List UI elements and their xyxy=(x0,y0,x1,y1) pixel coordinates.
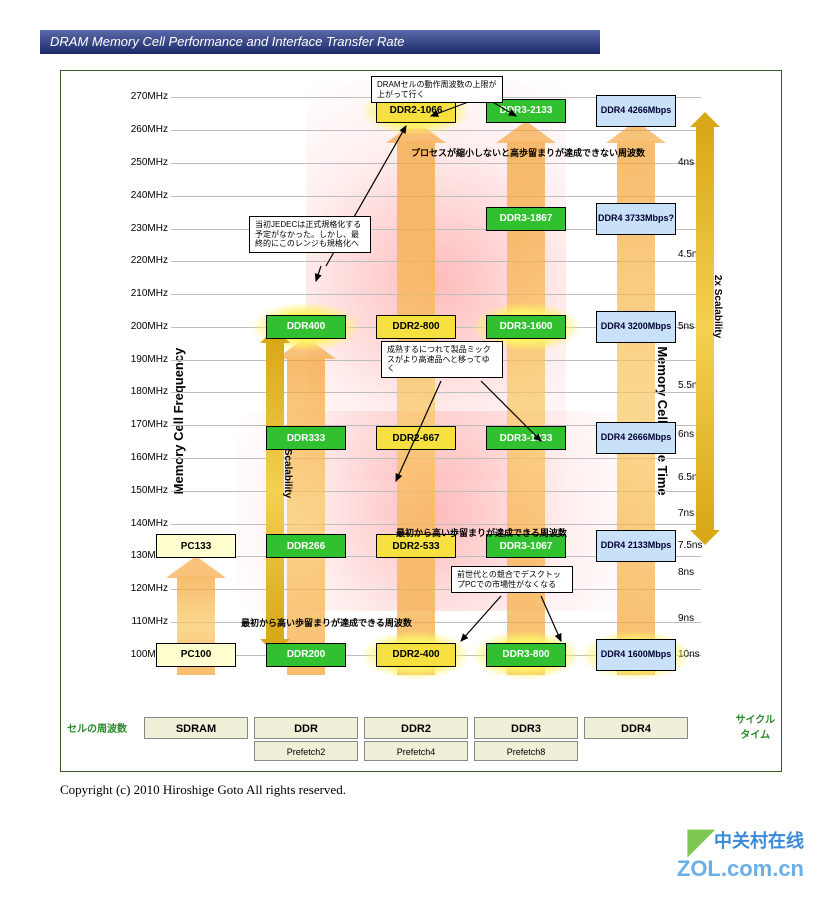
callout: 成熟するにつれて製品ミックスがより高速品へと移ってゆく xyxy=(381,341,503,378)
ytick-left: 110MHz xyxy=(126,616,168,627)
memory-node: DDR200 xyxy=(266,643,346,667)
memory-node: DDR4 3200Mbps xyxy=(596,311,676,343)
memory-node: DDR2-800 xyxy=(376,315,456,339)
ytick-left: 140MHz xyxy=(126,518,168,529)
memory-node: DDR400 xyxy=(266,315,346,339)
page: DRAM Memory Cell Performance and Interfa… xyxy=(0,0,834,900)
annotation: 最初から高い歩留まりが達成できる周波数 xyxy=(241,616,412,629)
memory-node: DDR3-1333 xyxy=(486,426,566,450)
xaxis-band: DDR3 xyxy=(474,717,578,739)
ytick-left: 150MHz xyxy=(126,485,168,496)
ytick-left: 240MHz xyxy=(126,190,168,201)
memory-node: DDR4 2133Mbps xyxy=(596,530,676,562)
ytick-left: 120MHz xyxy=(126,583,168,594)
memory-node: DDR4 2666Mbps xyxy=(596,422,676,454)
prefetch-band: Prefetch2 xyxy=(254,741,358,761)
memory-node: PC100 xyxy=(156,643,236,667)
memory-node: DDR2-667 xyxy=(376,426,456,450)
memory-node: DDR3-800 xyxy=(486,643,566,667)
ytick-left: 250MHz xyxy=(126,157,168,168)
xaxis-band: DDR2 xyxy=(364,717,468,739)
memory-node: DDR2-400 xyxy=(376,643,456,667)
ytick-right: 9ns xyxy=(678,613,716,624)
copyright: Copyright (c) 2010 Hiroshige Goto All ri… xyxy=(60,782,346,798)
memory-node: DDR333 xyxy=(266,426,346,450)
memory-node: DDR4 4266Mbps xyxy=(596,95,676,127)
xaxis-band: DDR xyxy=(254,717,358,739)
memory-node: DDR3-1600 xyxy=(486,315,566,339)
plot-area: 2x Scalability2x ScalabilityPC100PC133DD… xyxy=(171,81,701,721)
memory-node: PC133 xyxy=(156,534,236,558)
column-arrow xyxy=(397,141,435,675)
ytick-left: 270MHz xyxy=(126,91,168,102)
ytick-left: 160MHz xyxy=(126,452,168,463)
ytick-left: 170MHz xyxy=(126,419,168,430)
xaxis-band: SDRAM xyxy=(144,717,248,739)
ytick-left: 230MHz xyxy=(126,223,168,234)
memory-node: DDR4 3733Mbps? xyxy=(596,203,676,235)
ytick-left: 260MHz xyxy=(126,124,168,135)
callout: 当初JEDECは正式規格化する予定がなかった。しかし、最終的にこのレンジも規格化… xyxy=(249,216,371,253)
logo-en: ZOL.com.cn xyxy=(677,856,804,881)
memory-node: DDR266 xyxy=(266,534,346,558)
annotation: 最初から高い歩留まりが達成できる周波数 xyxy=(396,526,567,539)
callout: DRAMセルの動作周波数の上限が上がって行く xyxy=(371,76,503,103)
callout: 前世代との競合でデスクトップPCでの市場性がなくなる xyxy=(451,566,573,593)
memory-node: DDR3-1867 xyxy=(486,207,566,231)
scalability-label: 2x Scalability xyxy=(712,275,723,338)
corner-right-label: サイクル タイム xyxy=(736,711,776,741)
ytick-left: 180MHz xyxy=(126,386,168,397)
ytick-left: 220MHz xyxy=(126,255,168,266)
ytick-right: 8ns xyxy=(678,567,716,578)
title-bar: DRAM Memory Cell Performance and Interfa… xyxy=(40,30,600,54)
logo-cn: 中关村在线 xyxy=(714,831,804,851)
ytick-left: 200MHz xyxy=(126,321,168,332)
annotation: プロセスが縮小しないと高歩留まりが達成できない周波数 xyxy=(411,146,645,159)
memory-node: DDR4 1600Mbps xyxy=(596,639,676,671)
prefetch-band: Prefetch4 xyxy=(364,741,468,761)
ytick-left: 210MHz xyxy=(126,288,168,299)
xaxis-band: DDR4 xyxy=(584,717,688,739)
ytick-left: 190MHz xyxy=(126,354,168,365)
logo: ◤中关村在线 ZOL.com.cn xyxy=(677,824,804,880)
chart-frame: Memory Cell Frequency Memory Cell Cycle … xyxy=(60,70,782,772)
prefetch-band: Prefetch8 xyxy=(474,741,578,761)
corner-left-label: セルの周波数 xyxy=(67,720,127,735)
